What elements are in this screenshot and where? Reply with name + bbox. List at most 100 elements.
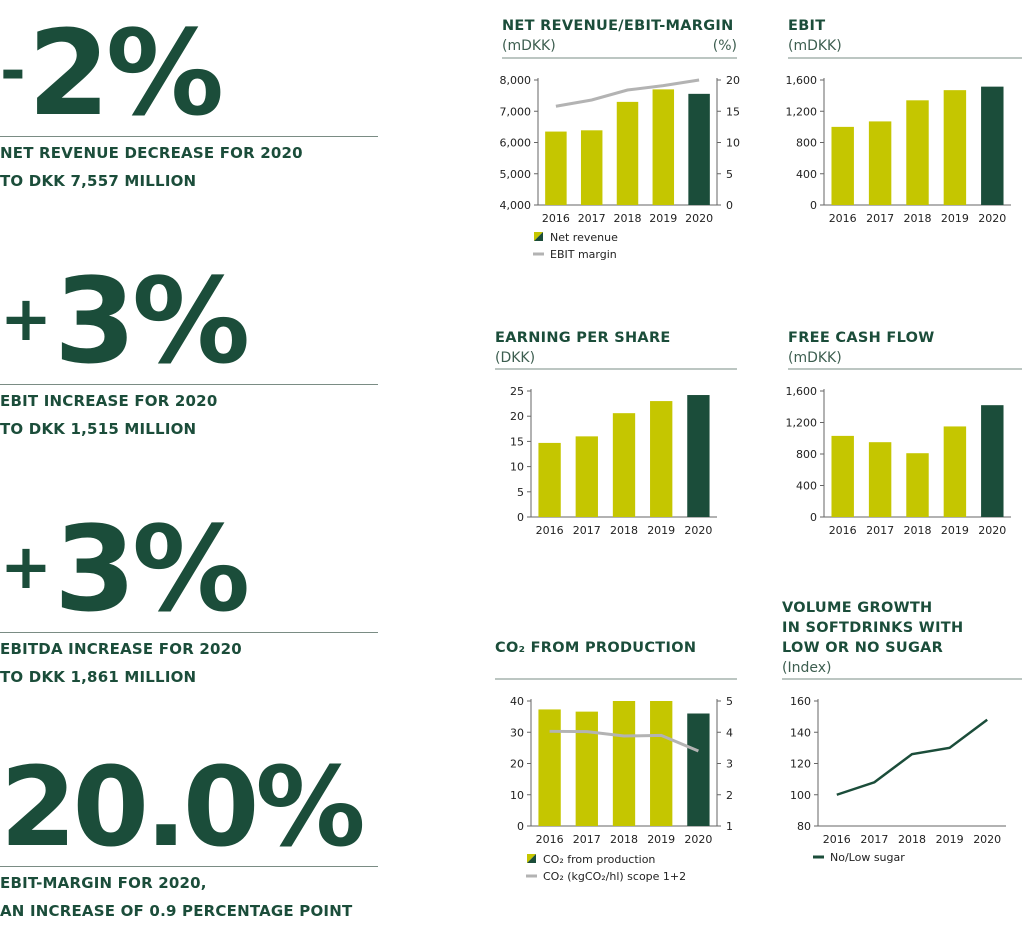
y-tick-label: 20 <box>510 410 524 423</box>
x-tick-label: 2018 <box>898 833 926 846</box>
bar-2019 <box>650 701 672 826</box>
x-tick-label: 2018 <box>904 524 932 537</box>
chart-title: CO₂ FROM PRODUCTION <box>495 640 696 656</box>
x-tick-label: 2016 <box>536 833 564 846</box>
x-tick-label: 2018 <box>610 524 638 537</box>
y2-tick-label: 1 <box>726 820 733 833</box>
x-tick-label: 2017 <box>866 524 894 537</box>
x-tick-label: 2017 <box>573 833 601 846</box>
chart-title: FREE CASH FLOW <box>788 330 935 346</box>
legend-label: EBIT margin <box>550 248 617 261</box>
bar-2018 <box>613 701 635 826</box>
y-tick-label: 400 <box>796 168 817 181</box>
y-tick-label: 100 <box>790 789 811 802</box>
x-tick-label: 2020 <box>978 212 1006 225</box>
bar-2018 <box>617 102 638 205</box>
y-tick-label: 20 <box>510 758 524 771</box>
x-tick-label: 2016 <box>536 524 564 537</box>
legend-swatch-bar <box>534 232 543 241</box>
x-tick-label: 2019 <box>649 212 677 225</box>
x-tick-label: 2020 <box>973 833 1001 846</box>
x-tick-label: 2020 <box>685 212 713 225</box>
bar-2018 <box>906 453 928 517</box>
y-tick-label: 0 <box>517 511 524 524</box>
y-tick-label: 30 <box>510 726 524 739</box>
chart-unit: (mDKK) <box>788 38 842 54</box>
chart-unit: (DKK) <box>495 350 535 366</box>
x-tick-label: 2017 <box>866 212 894 225</box>
chart-unit: (mDKK) <box>788 350 842 366</box>
x-tick-label: 2017 <box>573 524 601 537</box>
bar-2016 <box>538 709 560 826</box>
chart-unit: (Index) <box>782 660 831 676</box>
y-tick-label: 0 <box>810 199 817 212</box>
y-tick-label: 10 <box>510 789 524 802</box>
x-tick-label: 2019 <box>647 524 675 537</box>
y-tick-label: 0 <box>517 820 524 833</box>
legend-label: CO₂ from production <box>543 853 655 866</box>
chart-fcf: FREE CASH FLOW(mDKK)04008001,2001,600201… <box>786 330 1023 537</box>
y2-tick-label: 0 <box>726 199 733 212</box>
x-tick-label: 2017 <box>860 833 888 846</box>
bar-2017 <box>869 121 891 205</box>
x-tick-label: 2018 <box>614 212 642 225</box>
y2-tick-label: 10 <box>726 137 740 150</box>
bar-2016 <box>831 436 853 517</box>
y-tick-label: 0 <box>810 511 817 524</box>
x-tick-label: 2016 <box>829 524 857 537</box>
bar-2017 <box>576 712 598 826</box>
bar-2018 <box>906 100 928 205</box>
y-tick-label: 10 <box>510 461 524 474</box>
y-tick-label: 160 <box>790 695 811 708</box>
x-tick-label: 2016 <box>829 212 857 225</box>
x-tick-label: 2018 <box>610 833 638 846</box>
legend-swatch-bar <box>527 854 536 863</box>
chart-title: IN SOFTDRINKS WITH <box>782 620 963 636</box>
bar-2017 <box>576 436 598 517</box>
x-tick-label: 2016 <box>542 212 570 225</box>
y-tick-label: 80 <box>797 820 811 833</box>
y2-tick-label: 4 <box>726 726 733 739</box>
chart-title: LOW OR NO SUGAR <box>782 640 943 656</box>
x-tick-label: 2020 <box>978 524 1006 537</box>
bar-2019 <box>650 401 672 517</box>
x-tick-label: 2020 <box>684 524 712 537</box>
x-tick-label: 2019 <box>941 524 969 537</box>
legend-label: No/Low sugar <box>830 851 905 864</box>
y-tick-label: 1,200 <box>786 105 818 118</box>
x-tick-label: 2018 <box>904 212 932 225</box>
y2-tick-label: 15 <box>726 105 740 118</box>
y-tick-label: 5 <box>517 486 524 499</box>
bar-2020 <box>687 714 709 827</box>
x-tick-label: 2019 <box>936 833 964 846</box>
chart-title: EARNING PER SHARE <box>495 330 671 346</box>
bar-2019 <box>944 90 966 205</box>
y-tick-label: 8,000 <box>500 74 532 87</box>
legend-label: Net revenue <box>550 231 618 244</box>
bar-2019 <box>653 89 674 205</box>
chart-unit: (mDKK) <box>502 38 556 54</box>
y-tick-label: 1,600 <box>786 74 818 87</box>
bar-2020 <box>981 87 1003 205</box>
x-tick-label: 2019 <box>941 212 969 225</box>
bar-2020 <box>981 405 1003 517</box>
y-tick-label: 140 <box>790 726 811 739</box>
y-tick-label: 800 <box>796 448 817 461</box>
bar-2018 <box>613 413 635 517</box>
bar-2016 <box>538 443 560 517</box>
bar-2016 <box>545 132 566 205</box>
y2-tick-label: 2 <box>726 789 733 802</box>
bar-2020 <box>687 395 709 517</box>
chart-title: NET REVENUE/EBIT-MARGIN <box>502 18 734 34</box>
y-tick-label: 7,000 <box>500 105 532 118</box>
y-tick-label: 800 <box>796 137 817 150</box>
y-tick-label: 120 <box>790 758 811 771</box>
y-tick-label: 1,200 <box>786 417 818 430</box>
y2-tick-label: 5 <box>726 168 733 181</box>
y-tick-label: 400 <box>796 480 817 493</box>
y-tick-label: 40 <box>510 695 524 708</box>
bar-2017 <box>869 442 891 517</box>
